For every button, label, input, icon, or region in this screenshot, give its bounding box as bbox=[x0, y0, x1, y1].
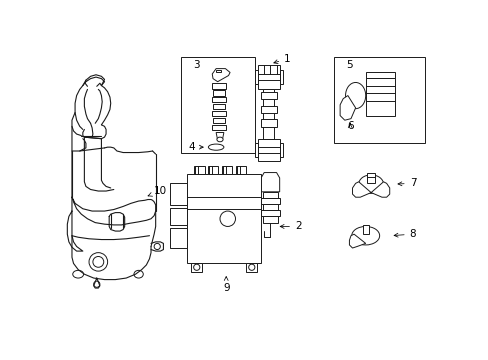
Bar bbox=[191, 263, 202, 272]
Ellipse shape bbox=[134, 270, 143, 278]
Bar bbox=[170, 208, 187, 225]
Polygon shape bbox=[212, 111, 226, 116]
Text: 10: 10 bbox=[148, 186, 166, 196]
Bar bbox=[258, 65, 279, 89]
Ellipse shape bbox=[248, 264, 254, 270]
Bar bbox=[333, 57, 425, 143]
Bar bbox=[262, 216, 278, 222]
Polygon shape bbox=[349, 234, 365, 248]
Bar bbox=[261, 120, 276, 127]
Ellipse shape bbox=[220, 211, 235, 226]
Ellipse shape bbox=[73, 270, 83, 278]
Text: 8: 8 bbox=[393, 229, 415, 239]
Polygon shape bbox=[213, 90, 225, 95]
Text: 3: 3 bbox=[193, 60, 200, 70]
Bar bbox=[170, 183, 187, 205]
Bar bbox=[279, 143, 282, 157]
Bar bbox=[261, 105, 276, 113]
Bar bbox=[366, 172, 374, 183]
Bar bbox=[262, 192, 278, 198]
Bar bbox=[235, 166, 246, 174]
Text: 5: 5 bbox=[346, 60, 352, 70]
Ellipse shape bbox=[217, 137, 223, 142]
Bar bbox=[187, 174, 261, 263]
Bar bbox=[261, 92, 276, 99]
Ellipse shape bbox=[351, 226, 379, 245]
Ellipse shape bbox=[345, 82, 365, 109]
Bar bbox=[365, 78, 394, 116]
Text: 2: 2 bbox=[280, 221, 301, 231]
Bar bbox=[362, 225, 368, 234]
Ellipse shape bbox=[193, 264, 200, 270]
Ellipse shape bbox=[208, 144, 224, 150]
Bar bbox=[365, 72, 394, 78]
Text: 1: 1 bbox=[273, 54, 290, 64]
Bar bbox=[170, 228, 187, 248]
Bar bbox=[263, 89, 274, 139]
Polygon shape bbox=[213, 104, 225, 109]
Bar bbox=[261, 198, 279, 204]
Ellipse shape bbox=[358, 175, 383, 193]
Polygon shape bbox=[212, 69, 230, 82]
Polygon shape bbox=[340, 95, 355, 120]
Bar bbox=[261, 210, 279, 216]
Ellipse shape bbox=[94, 281, 100, 287]
Polygon shape bbox=[212, 125, 226, 130]
Bar bbox=[221, 166, 232, 174]
Ellipse shape bbox=[93, 256, 103, 267]
Text: 7: 7 bbox=[397, 178, 415, 188]
Polygon shape bbox=[370, 182, 389, 197]
Text: 6: 6 bbox=[346, 121, 353, 131]
Ellipse shape bbox=[89, 253, 107, 271]
Polygon shape bbox=[261, 172, 279, 192]
Polygon shape bbox=[212, 83, 226, 89]
Polygon shape bbox=[216, 132, 224, 140]
Bar bbox=[254, 70, 258, 84]
Bar bbox=[279, 70, 282, 84]
Bar bbox=[258, 139, 279, 161]
Bar bbox=[193, 166, 204, 174]
Ellipse shape bbox=[154, 243, 160, 249]
Bar bbox=[207, 166, 218, 174]
Bar bbox=[254, 143, 258, 157]
Polygon shape bbox=[352, 182, 370, 197]
Bar bbox=[246, 263, 257, 272]
Polygon shape bbox=[216, 70, 220, 72]
Bar bbox=[262, 204, 278, 210]
Polygon shape bbox=[213, 118, 225, 123]
Text: 4: 4 bbox=[187, 142, 203, 152]
Text: 9: 9 bbox=[223, 276, 229, 293]
Polygon shape bbox=[212, 97, 226, 103]
Bar bbox=[181, 57, 254, 153]
